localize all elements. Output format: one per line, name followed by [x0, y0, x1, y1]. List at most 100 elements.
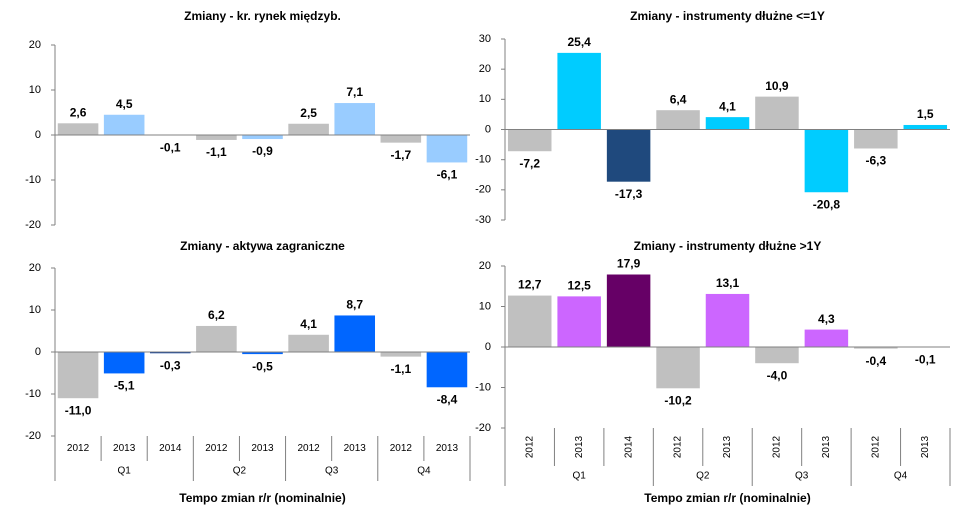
y-tick-label: 20 [29, 262, 41, 274]
y-tick-label: 0 [485, 341, 491, 353]
value-label: -4,0 [767, 368, 788, 382]
bar [196, 325, 237, 352]
group-label: Q3 [795, 471, 809, 482]
y-tick-label: -20 [25, 430, 41, 442]
y-tick-label: -10 [475, 381, 491, 393]
y-tick-label: 0 [485, 123, 491, 135]
x-tick-label: 2013 [113, 443, 136, 454]
y-tick-label: 10 [29, 84, 41, 96]
bar [507, 295, 552, 347]
value-label: 6,2 [208, 308, 225, 322]
x-tick-label: 2013 [436, 443, 459, 454]
value-label: -1,1 [390, 362, 411, 376]
y-tick-label: 0 [35, 129, 41, 141]
bar [557, 296, 601, 347]
x-tick-label: 2013 [821, 435, 832, 458]
bar [656, 110, 700, 130]
value-label: 7,1 [346, 85, 363, 99]
group-label: Q1 [117, 466, 131, 477]
value-label: 25,4 [567, 35, 591, 49]
y-tick-label: 0 [35, 346, 41, 358]
group-label: Q3 [325, 466, 339, 477]
value-label: -0,3 [160, 358, 181, 372]
value-label: 4,1 [300, 317, 317, 331]
x-tick-label: 2013 [920, 435, 931, 458]
x-tick-label: 2013 [251, 443, 274, 454]
bar [804, 129, 849, 193]
x-tick-label: 2014 [159, 443, 182, 454]
y-tick-label: -10 [25, 388, 41, 400]
x-tick-label: 2012 [870, 435, 881, 458]
bar [854, 347, 898, 349]
value-label: -0,1 [160, 141, 181, 155]
bar [288, 334, 329, 352]
bar [380, 135, 422, 143]
value-label: 4,5 [116, 97, 133, 111]
value-label: -6,3 [865, 154, 886, 168]
bar [242, 135, 283, 140]
value-label: 12,7 [518, 278, 542, 292]
y-tick-label: -20 [475, 184, 491, 196]
y-tick-label: 20 [479, 63, 491, 75]
bar [334, 103, 376, 135]
bar [804, 329, 849, 347]
bar [57, 352, 99, 399]
value-label: 4,3 [818, 312, 835, 326]
group-label: Q2 [696, 471, 710, 482]
value-label: 1,5 [917, 107, 934, 121]
value-label: 12,5 [567, 279, 591, 293]
bar [507, 129, 552, 152]
chart-title: Zmiany - instrumenty dłużne <=1Y [630, 9, 825, 23]
bar [903, 124, 948, 130]
bar [755, 347, 799, 364]
value-label: -0,9 [252, 144, 273, 158]
bar [242, 352, 283, 355]
value-label: -0,5 [252, 359, 273, 373]
bar [426, 352, 468, 388]
bar [103, 352, 145, 374]
value-label: -8,4 [437, 392, 458, 406]
bar [755, 96, 799, 130]
bar [606, 129, 651, 182]
y-tick-label: 10 [479, 300, 491, 312]
x-axis-label: Tempo zmian r/r (nominalnie) [179, 491, 345, 505]
bar [606, 274, 651, 347]
value-label: -6,1 [437, 168, 458, 182]
value-label: -0,1 [915, 353, 936, 367]
bar [334, 315, 376, 352]
bar [288, 123, 329, 135]
bar [854, 129, 898, 149]
y-tick-label: -10 [475, 154, 491, 166]
value-label: -17,3 [615, 187, 643, 201]
group-label: Q4 [894, 471, 908, 482]
value-label: -1,7 [390, 148, 411, 162]
y-tick-label: 10 [29, 304, 41, 316]
value-label: -20,8 [813, 197, 841, 211]
bar [705, 117, 750, 130]
x-tick-label: 2013 [722, 435, 733, 458]
chart-title: Zmiany - instrumenty dłużne >1Y [634, 239, 822, 253]
value-label: 4,1 [719, 99, 736, 113]
x-tick-label: 2013 [344, 443, 367, 454]
y-tick-label: 20 [29, 39, 41, 51]
y-tick-label: 10 [479, 93, 491, 105]
x-tick-label: 2012 [673, 435, 684, 458]
x-tick-label: 2012 [297, 443, 320, 454]
bar [57, 123, 99, 135]
value-label: 13,1 [716, 276, 740, 290]
y-tick-label: -30 [475, 214, 491, 226]
y-tick-label: 30 [479, 33, 491, 45]
group-label: Q2 [233, 466, 247, 477]
y-tick-label: -20 [25, 219, 41, 231]
x-tick-label: 2014 [623, 435, 634, 458]
bar [656, 347, 700, 389]
bar [426, 135, 468, 163]
bar [380, 352, 422, 357]
bar [149, 352, 191, 354]
bar [103, 114, 145, 135]
value-label: 10,9 [765, 79, 789, 93]
bar [705, 293, 750, 347]
value-label: 17,9 [617, 257, 641, 271]
chart-title: Zmiany - kr. rynek międzyb. [184, 9, 341, 23]
